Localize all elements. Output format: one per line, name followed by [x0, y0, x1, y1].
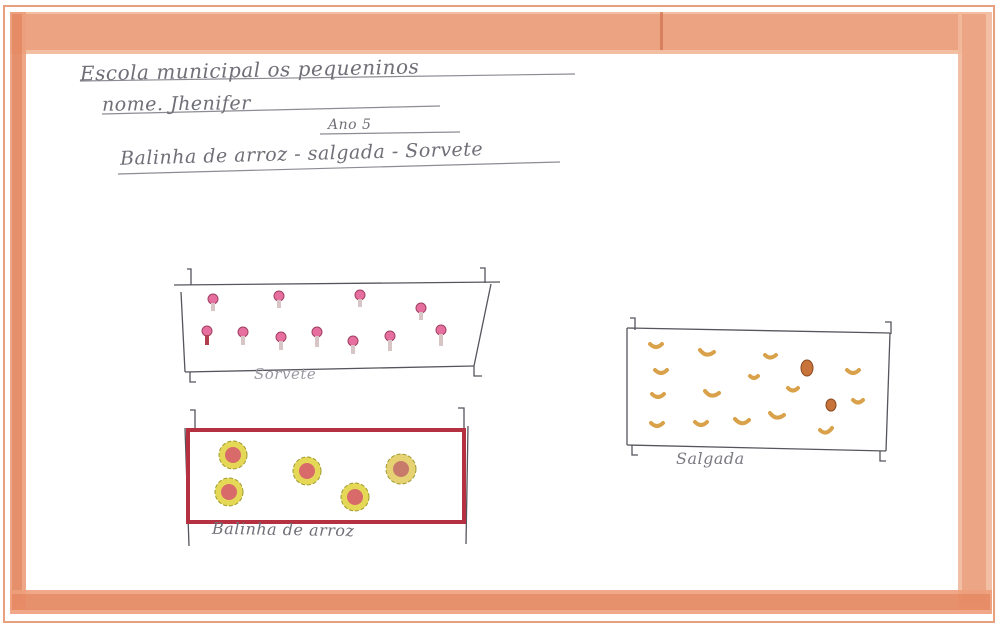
- ice-cream: [237, 326, 249, 345]
- rice-candy: [218, 440, 248, 470]
- rice-candy: [340, 482, 370, 512]
- balinha-flowers: [214, 440, 417, 512]
- salgada-label: Salgada: [676, 449, 745, 468]
- rice-candy: [292, 456, 322, 486]
- grade-text: Ano 5: [328, 117, 372, 133]
- rice-candy: [385, 453, 417, 485]
- ice-cream: [354, 289, 366, 307]
- balinha-shelf: [184, 407, 469, 547]
- student-name-text: nome. Jhenifer: [101, 92, 251, 116]
- salgada-coxinhas: [800, 359, 837, 412]
- ice-cream: [273, 290, 285, 308]
- ice-cream: [435, 324, 447, 346]
- ice-cream: [311, 326, 323, 347]
- ice-cream: [275, 331, 287, 350]
- sorvete-label: Sorvete: [254, 365, 317, 383]
- header-underlines: [79, 73, 576, 175]
- sorvete-treats: [201, 289, 447, 354]
- ice-cream: [207, 293, 219, 311]
- ice-cream: [384, 330, 396, 351]
- salgada-snacks: [648, 342, 865, 435]
- ice-cream: [201, 325, 213, 345]
- ice-cream: [347, 335, 359, 354]
- balinha-label: Balinha de arroz: [211, 518, 355, 541]
- sorvete-shelf: [173, 267, 501, 383]
- crayon-border: [3, 5, 995, 623]
- salgada-shelf: [626, 317, 892, 462]
- ice-cream: [415, 302, 427, 320]
- rice-candy: [214, 477, 244, 507]
